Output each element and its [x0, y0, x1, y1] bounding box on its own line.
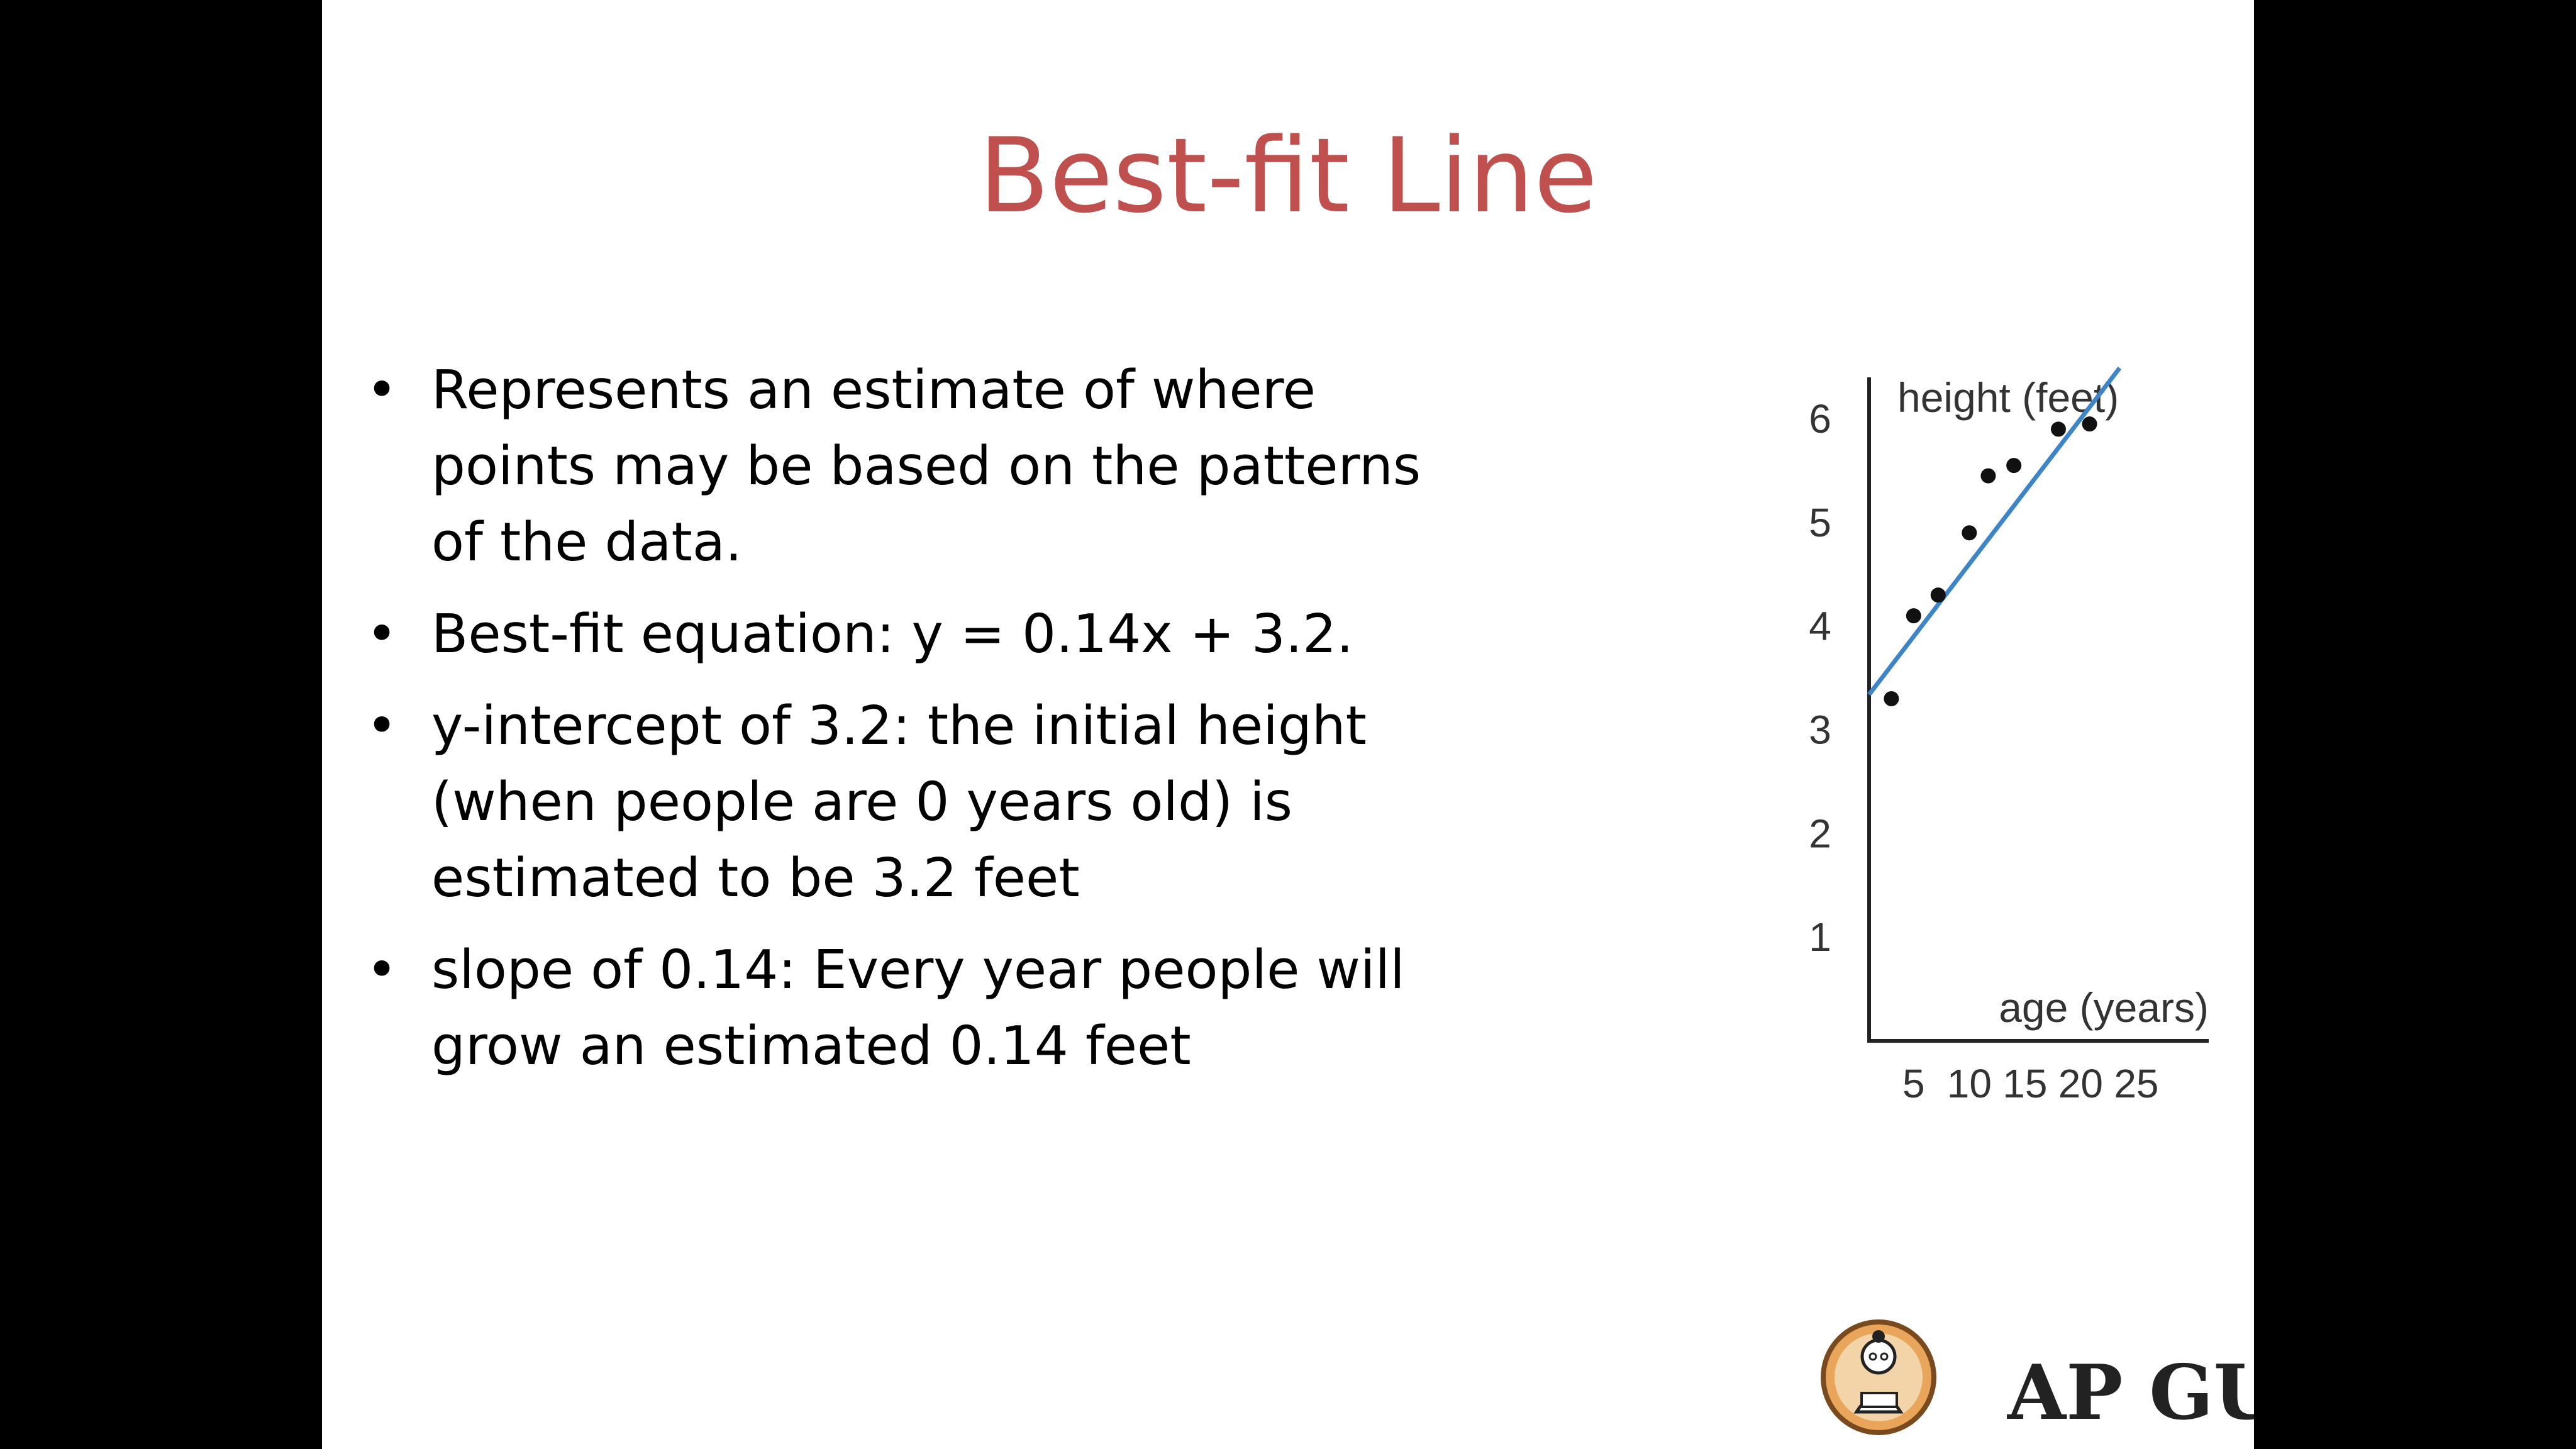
bullet-list: • Represents an estimate of where points…: [366, 352, 1435, 1100]
scatter-chart: height (feet) age (years) 1 2 3 4 5 6 5 10 15 20 2…: [1809, 367, 2209, 1106]
bullet-item: • Represents an estimate of where points…: [366, 352, 1435, 580]
x-tick-label: 10: [1947, 1061, 1992, 1106]
reading-student-icon: [1821, 1319, 1936, 1435]
data-point: [2082, 416, 2097, 432]
y-tick-label: 6: [1809, 396, 1831, 441]
bullet-glyph: •: [366, 603, 398, 665]
data-point: [1962, 525, 1977, 541]
data-point: [1980, 468, 1996, 484]
y-tick-label: 4: [1809, 604, 1831, 649]
data-point: [1906, 608, 1921, 624]
data-point: [1884, 691, 1899, 707]
bullet-item: • slope of 0.14: Every year people will …: [366, 932, 1435, 1084]
bullet-item: • Best-fit equation: y = 0.14x + 3.2.: [366, 596, 1435, 672]
x-tick-label: 25: [2114, 1061, 2158, 1106]
x-axis-label: age (years): [1999, 984, 2209, 1031]
y-tick-label: 2: [1809, 811, 1831, 856]
x-tick-label: 20: [2058, 1061, 2103, 1106]
y-tick-label: 1: [1809, 914, 1831, 960]
data-point: [1930, 587, 1946, 603]
bullet-text: Best-fit equation: y = 0.14x + 3.2.: [431, 603, 1354, 665]
slide: Best-fit Line • Represents an estimate o…: [322, 0, 2254, 1449]
y-tick-label: 5: [1809, 500, 1831, 545]
ap-guru-logo: AP GURU: [1724, 1308, 2254, 1449]
logo-text: AP GURU: [2007, 1348, 2254, 1437]
best-fit-line: [1867, 367, 2122, 696]
bullet-text: Represents an estimate of where points m…: [431, 359, 1421, 574]
bullet-glyph: •: [366, 939, 398, 1001]
slide-title: Best-fit Line: [979, 116, 1597, 236]
data-point: [2050, 421, 2066, 437]
bullet-item: • y-intercept of 3.2: the initial height…: [366, 688, 1435, 916]
bullet-text: y-intercept of 3.2: the initial height (…: [431, 695, 1367, 909]
bullet-glyph: •: [366, 359, 398, 421]
data-point: [2006, 458, 2022, 474]
x-tick-label: 5: [1902, 1061, 1925, 1106]
y-tick-label: 3: [1809, 707, 1831, 752]
y-axis-label: height (feet): [1897, 374, 2119, 421]
bullet-text: slope of 0.14: Every year people will gr…: [431, 939, 1405, 1077]
x-tick-label: 15: [2002, 1061, 2047, 1106]
bullet-glyph: •: [366, 695, 398, 757]
